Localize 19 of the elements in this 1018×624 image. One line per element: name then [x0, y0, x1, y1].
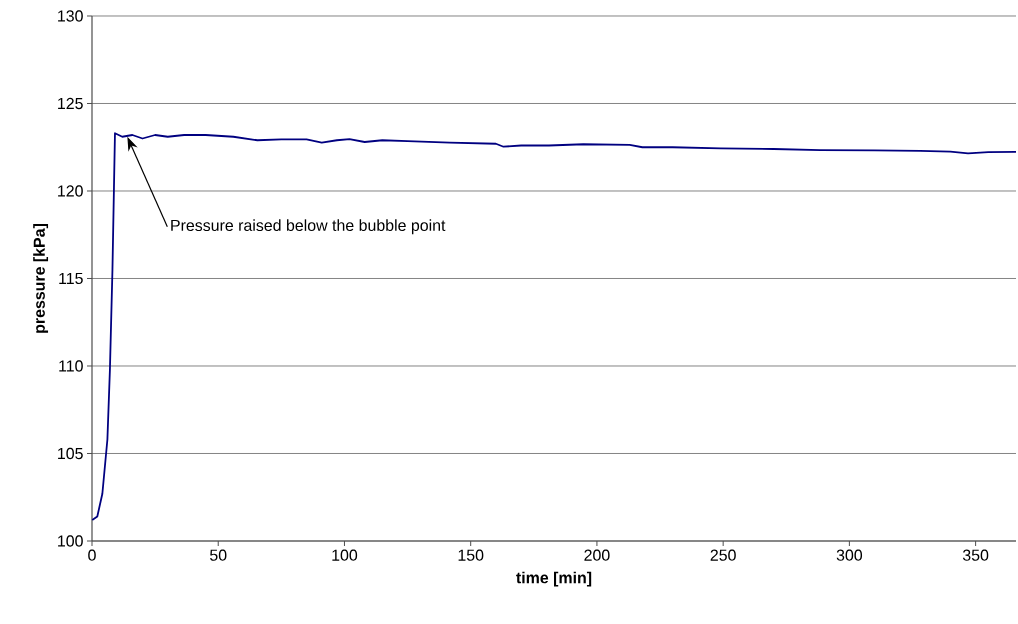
y-tick-label: 120 [58, 185, 83, 197]
x-tick-label: 200 [584, 549, 610, 561]
y-tick-label: 100 [58, 535, 83, 547]
annotation: Pressure raised below the bubble point [171, 219, 446, 235]
y-axis-title: pressure [kPa] [33, 224, 49, 333]
x-tick-label: 350 [962, 549, 989, 561]
x-tick-label: 100 [332, 549, 358, 561]
y-tick-label: 105 [58, 447, 83, 460]
x-axis-title: time [min] [516, 571, 592, 587]
line-series [91, 132, 1017, 521]
y-tick-label: 130 [58, 10, 83, 22]
y-tick-label: 115 [59, 272, 83, 285]
x-tick-label: 250 [710, 549, 736, 561]
x-tick-label: 50 [210, 549, 227, 561]
x-tick-label: 300 [836, 549, 863, 561]
y-tick-label: 110 [59, 360, 83, 372]
x-tick-label: 150 [458, 549, 484, 561]
x-tick-label: 0 [88, 549, 96, 561]
y-tick-label: 125 [58, 97, 83, 110]
